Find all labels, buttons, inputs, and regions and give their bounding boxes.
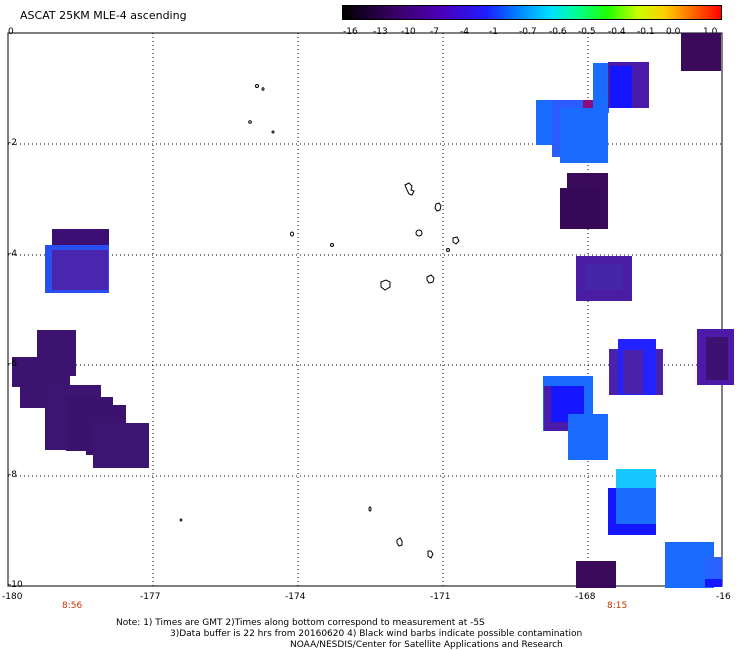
note-line-2: 3)Data buffer is 22 hrs from 20160620 4)… — [170, 629, 583, 639]
colorbar-tick-label: 0.0 — [666, 27, 681, 37]
data-cell — [681, 33, 721, 71]
colorbar-tick-label: -0.1 — [637, 27, 655, 37]
data-cell — [568, 414, 608, 460]
note-line-1: Note: 1) Times are GMT 2)Times along bot… — [116, 618, 485, 628]
map-frame — [7, 32, 723, 587]
colorbar-tick-label: -7 — [430, 27, 439, 37]
x-axis-tick-label: -171 — [430, 592, 451, 602]
x-axis-tick-label: -16 — [716, 592, 731, 602]
data-cell — [93, 423, 149, 468]
colorbar-tick-label: -0.7 — [519, 27, 537, 37]
data-cell — [593, 63, 609, 113]
data-swath-left — [12, 229, 149, 468]
colorbar-tick-label: -1 — [489, 27, 498, 37]
colorbar — [342, 5, 722, 20]
data-cell — [610, 66, 632, 108]
colorbar-tick-label: -10 — [401, 27, 416, 37]
data-cell — [616, 488, 656, 524]
time-label-left: 8:56 — [62, 601, 83, 611]
colorbar-tick-label: 1.0 — [703, 27, 718, 37]
data-cell — [623, 350, 643, 394]
x-axis-tick-label: -177 — [140, 592, 161, 602]
y-axis-tick-label: -6 — [8, 359, 17, 369]
data-cell — [560, 108, 608, 163]
y-axis-tick-label: 0 — [8, 27, 14, 37]
data-cell — [616, 469, 656, 489]
colorbar-tick-label: -13 — [373, 27, 388, 37]
x-axis-tick-label: -180 — [2, 592, 23, 602]
y-axis-tick-label: -4 — [8, 249, 17, 259]
colorbar-tick-label: -0.5 — [578, 27, 596, 37]
time-label-right: 8:15 — [607, 601, 628, 611]
data-cell — [705, 557, 722, 579]
colorbar-tick-label: -0.4 — [608, 27, 626, 37]
data-cell — [52, 250, 108, 290]
data-cell — [705, 579, 722, 587]
y-axis-tick-label: -10 — [8, 580, 23, 590]
colorbar-tick-label: -4 — [460, 27, 469, 37]
x-axis-tick-label: -168 — [575, 592, 596, 602]
data-cell — [585, 264, 623, 290]
y-axis-tick-label: -8 — [8, 470, 17, 480]
colorbar-tick-label: -16 — [343, 27, 358, 37]
coastline-islands — [179, 84, 460, 559]
colorbar-tick-label: -0.6 — [549, 27, 567, 37]
y-axis-tick-label: -2 — [8, 138, 17, 148]
data-cell — [576, 561, 616, 588]
map-title: ASCAT 25KM MLE-4 ascending — [20, 9, 187, 22]
x-axis-tick-label: -174 — [285, 592, 306, 602]
data-cell — [560, 188, 600, 229]
note-line-3: NOAA/NESDIS/Center for Satellite Applica… — [290, 640, 563, 650]
data-swath-right — [536, 33, 734, 588]
data-cell — [706, 337, 728, 380]
data-cell — [583, 100, 593, 108]
